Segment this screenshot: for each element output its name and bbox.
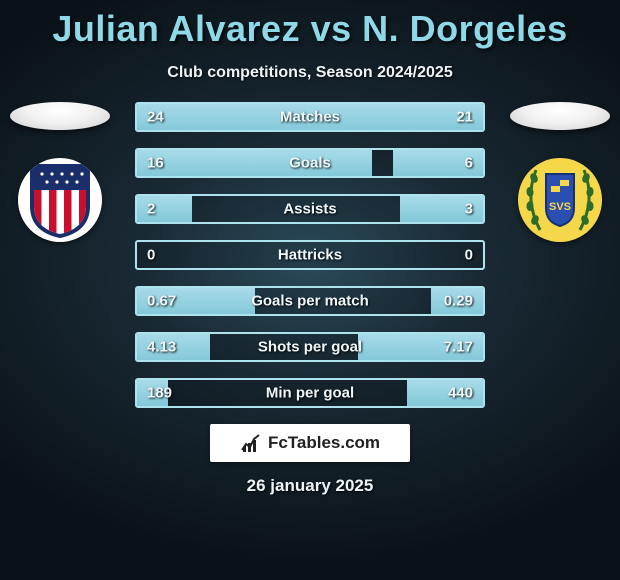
stat-label: Goals per match	[251, 293, 369, 310]
stat-label: Assists	[283, 201, 336, 218]
stat-bar-left	[137, 196, 192, 222]
stat-label: Hattricks	[278, 247, 342, 264]
stat-value-right: 440	[448, 385, 473, 402]
stat-row: 0.67 0.29 Goals per match	[135, 286, 485, 316]
subtitle: Club competitions, Season 2024/2025	[0, 64, 620, 82]
brand-logo: FcTables.com	[210, 424, 410, 462]
stat-value-right: 0	[465, 247, 473, 264]
stat-value-right: 0.29	[444, 293, 473, 310]
atletico-crest-icon	[28, 162, 92, 238]
stat-value-left: 2	[147, 201, 155, 218]
club-left-crest	[18, 158, 102, 242]
svg-text:SVS: SVS	[549, 201, 571, 213]
stat-row: 189 440 Min per goal	[135, 378, 485, 408]
club-left	[10, 102, 110, 242]
stat-value-right: 6	[465, 155, 473, 172]
club-right: SVS	[510, 102, 610, 242]
chart-icon	[240, 432, 262, 454]
stat-row: 0 0 Hattricks	[135, 240, 485, 270]
stat-value-right: 7.17	[444, 339, 473, 356]
comparison-main: SVS 24 21 Matches 16 6 Goals 2 3 Assists 0 0 Hattri…	[0, 102, 620, 408]
stat-value-left: 189	[147, 385, 172, 402]
stat-value-right: 21	[456, 109, 473, 126]
club-right-crest: SVS	[518, 158, 602, 242]
opponent-crest-icon: SVS	[518, 158, 602, 242]
stat-label: Goals	[289, 155, 331, 172]
stat-label: Matches	[280, 109, 340, 126]
stat-bar-left	[137, 150, 372, 176]
stat-value-left: 16	[147, 155, 164, 172]
stat-row: 2 3 Assists	[135, 194, 485, 224]
date-label: 26 january 2025	[0, 476, 620, 496]
stat-value-left: 4.13	[147, 339, 176, 356]
brand-text: FcTables.com	[268, 433, 380, 453]
stat-value-left: 0.67	[147, 293, 176, 310]
stat-value-left: 0	[147, 247, 155, 264]
stat-row: 16 6 Goals	[135, 148, 485, 178]
stat-row: 24 21 Matches	[135, 102, 485, 132]
player-left-disc	[10, 102, 110, 130]
player-right-disc	[510, 102, 610, 130]
stat-value-left: 24	[147, 109, 164, 126]
stat-label: Shots per goal	[258, 339, 362, 356]
stat-value-right: 3	[465, 201, 473, 218]
stats-container: 2421Matches166Goals23Assists00Hattricks0…	[135, 102, 485, 408]
stat-label: Min per goal	[266, 385, 354, 402]
stat-row: 4.13 7.17 Shots per goal	[135, 332, 485, 362]
page-title: Julian Alvarez vs N. Dorgeles	[0, 0, 620, 50]
